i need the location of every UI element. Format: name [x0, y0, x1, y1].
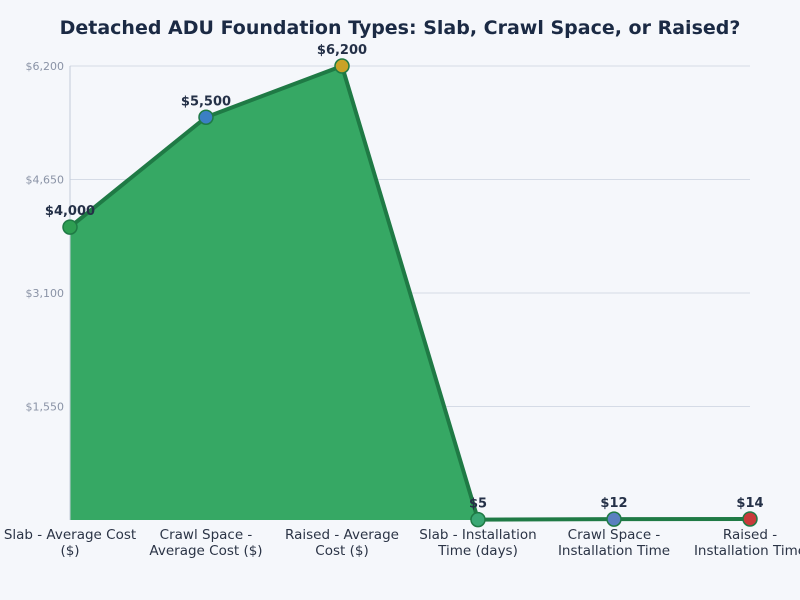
- series-line: [68, 64, 751, 522]
- axis-layer: $1,550 $3,100 $4,650 $6,200 Slab - Average C…: [4, 60, 800, 559]
- x-tick-label-1: Crawl Space -Average Cost ($): [149, 527, 262, 559]
- data-label-5: $14: [736, 496, 763, 511]
- data-label-3: $5: [469, 497, 487, 512]
- data-point-4: [606, 511, 622, 527]
- data-point-2: [334, 58, 350, 74]
- data-point-3: [470, 511, 486, 528]
- x-tick-label-0: Slab - Average Cost ($): [4, 527, 136, 559]
- data-label-4: $12: [600, 496, 627, 511]
- y-tick-label-3: $6,200: [26, 60, 65, 73]
- x-tick-label-4: Crawl Space -Installation Time: [558, 527, 670, 559]
- point-layer: [62, 58, 758, 528]
- y-tick-label-0: $1,550: [26, 401, 65, 414]
- x-tick-label-5: Raised -Installation Time: [694, 527, 800, 559]
- data-label-1: $5,500: [181, 94, 231, 109]
- area-layer: [68, 64, 751, 522]
- x-tick-label-3: Slab - Installation Time (days): [419, 527, 536, 559]
- data-point-1: [198, 109, 214, 126]
- data-label-0: $4,000: [45, 204, 95, 219]
- label-layer: $4,000 $5,500 $6,200 $5 $12 $14: [45, 43, 764, 512]
- x-tick-label-2: Raised - Average Cost ($): [285, 527, 399, 559]
- data-point-5: [742, 511, 758, 527]
- data-point-0: [62, 219, 78, 235]
- y-tick-label-2: $4,650: [26, 174, 65, 187]
- chart-title: Detached ADU Foundation Types: Slab, Cra…: [60, 17, 741, 39]
- y-tick-label-1: $3,100: [26, 287, 65, 300]
- data-label-2: $6,200: [317, 43, 367, 58]
